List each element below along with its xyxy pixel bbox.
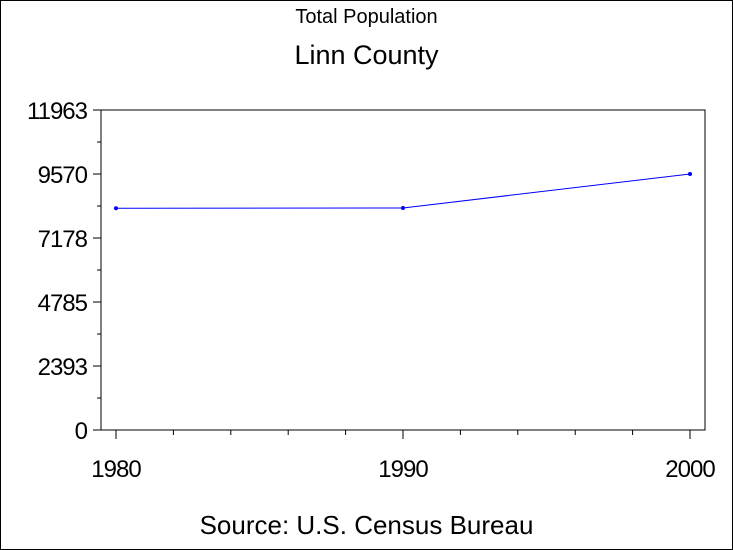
data-point [401,205,405,210]
x-tick-label: 1990 [378,456,428,483]
y-tick-label: 9570 [38,162,88,189]
x-axis: 1980 1990 2000 [91,430,716,483]
series-line [115,173,691,209]
data-point [688,172,692,177]
y-tick-label: 2393 [38,354,88,381]
series-layer [114,172,692,211]
y-tick-label: 7178 [38,226,88,253]
x-tick-label: 2000 [665,456,715,483]
y-tick-label: 4785 [38,290,88,317]
chart-subtitle: Total Population [295,6,438,28]
chart-title: Linn County [294,40,439,70]
y-tick-label: 0 [75,418,88,445]
y-tick-label: 11963 [27,98,88,125]
plot-area [100,109,706,431]
data-point [114,206,118,211]
y-axis: 0 2393 4785 7178 9570 11963 [27,98,101,445]
x-tick-label: 1980 [91,456,141,483]
source-note: Source: U.S. Census Bureau [199,510,534,540]
